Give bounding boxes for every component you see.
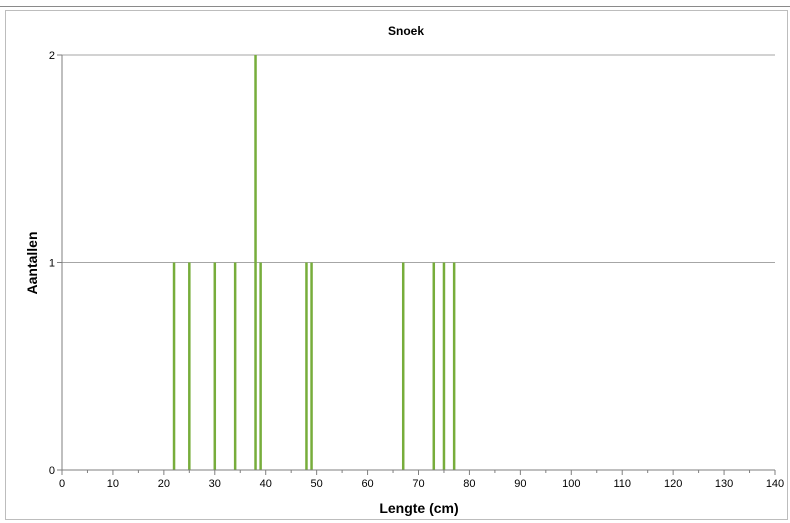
bar-25 xyxy=(188,262,191,470)
x-tick-label-110: 110 xyxy=(613,478,631,490)
bar-67 xyxy=(401,262,405,470)
x-tick-label-90: 90 xyxy=(514,478,526,490)
bar-30 xyxy=(213,262,217,470)
x-tick-label-70: 70 xyxy=(412,478,424,490)
x-tick-label-120: 120 xyxy=(664,478,682,490)
bar-38 xyxy=(254,55,257,470)
window-top-border xyxy=(0,0,790,7)
tick-labels: 0 10 20 30 40 50 60 70 80 90 100 110 120 130 140 0 1 2 xyxy=(49,50,784,490)
chart-title: Snoek xyxy=(388,24,424,38)
bars-group xyxy=(172,55,456,470)
x-tick-label-140: 140 xyxy=(766,478,784,490)
gridlines xyxy=(62,54,775,263)
bar-75 xyxy=(442,262,446,470)
bar-77 xyxy=(452,262,456,470)
y-tick-label-0: 0 xyxy=(49,465,55,477)
bar-22 xyxy=(172,262,176,470)
x-tick-label-80: 80 xyxy=(463,478,475,490)
x-tick-label-60: 60 xyxy=(361,478,373,490)
y-axis-title: Aantallen xyxy=(24,231,40,294)
bar-34 xyxy=(233,262,237,470)
bar-39 xyxy=(259,262,262,470)
x-tick-label-130: 130 xyxy=(715,478,733,490)
bar-49 xyxy=(310,262,313,470)
x-tick-label-40: 40 xyxy=(260,478,272,490)
x-axis-title: Lengte (cm) xyxy=(379,500,458,516)
x-tick-label-10: 10 xyxy=(107,478,119,490)
x-tick-label-20: 20 xyxy=(158,478,170,490)
axes xyxy=(57,54,776,475)
y-tick-label-2: 2 xyxy=(49,50,55,62)
bar-48 xyxy=(305,262,308,470)
x-tick-label-50: 50 xyxy=(311,478,323,490)
bar-73 xyxy=(432,262,436,470)
chart-frame xyxy=(5,10,788,520)
x-tick-label-0: 0 xyxy=(59,478,65,490)
y-tick-label-1: 1 xyxy=(49,258,55,270)
x-tick-label-30: 30 xyxy=(209,478,221,490)
x-tick-label-100: 100 xyxy=(562,478,580,490)
